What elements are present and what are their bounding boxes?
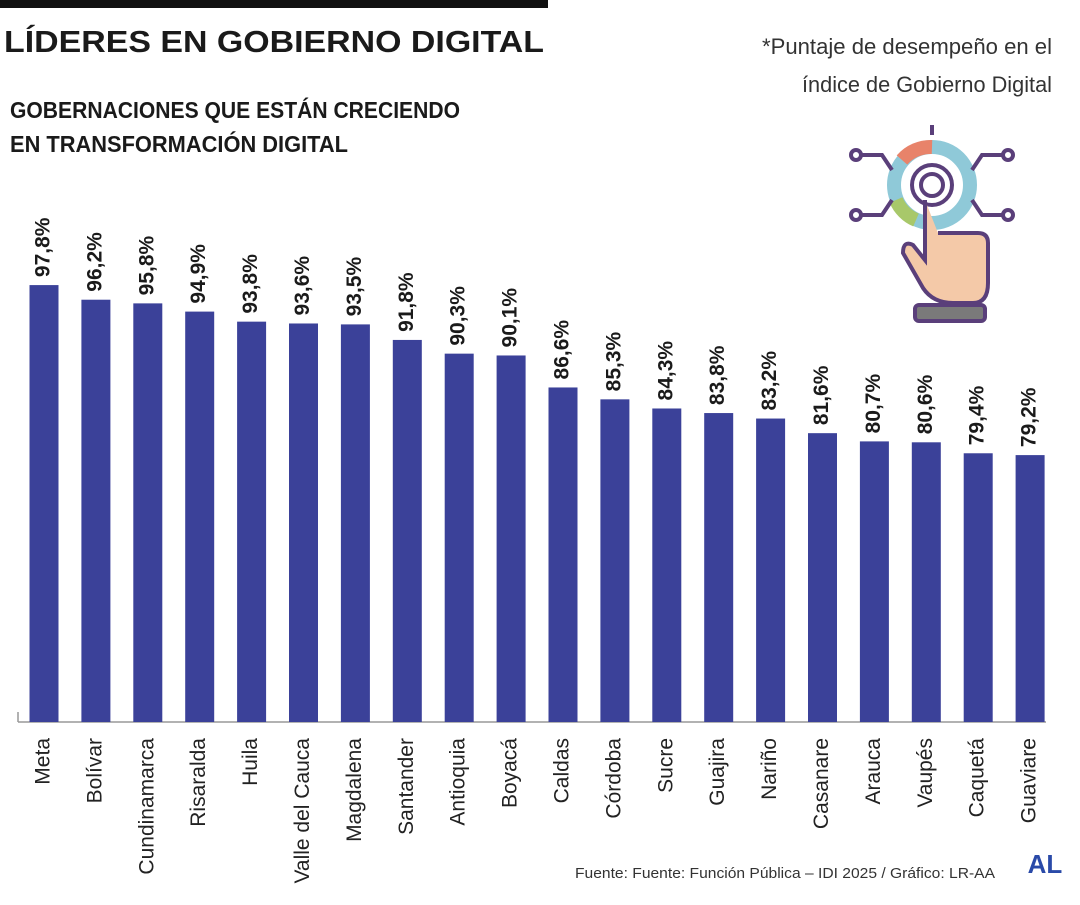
x-tick-label: Caquetá	[966, 738, 989, 818]
value-label: 80,6%	[914, 374, 937, 434]
value-label: 96,2%	[83, 232, 106, 292]
bar	[496, 355, 526, 722]
icon	[849, 125, 1015, 323]
x-tick-label: Valle del Cauca	[291, 738, 314, 884]
bar	[548, 387, 578, 722]
x-tick-label: Córdoba	[602, 738, 625, 819]
bar	[1015, 455, 1045, 722]
value-label: 93,6%	[291, 256, 314, 316]
top-rule	[0, 0, 548, 8]
value-label: 81,6%	[810, 365, 833, 425]
value-label: 84,3%	[654, 341, 677, 401]
note: índice de Gobierno Digital	[802, 72, 1052, 97]
value-label: 93,5%	[343, 257, 366, 317]
bar	[756, 418, 786, 722]
bar	[600, 399, 630, 722]
bar	[859, 441, 889, 722]
x-tick-label: Arauca	[862, 738, 885, 805]
bar	[185, 311, 215, 722]
value-label: 80,7%	[862, 374, 885, 434]
value-label: 79,2%	[1018, 387, 1041, 447]
x-tick-label: Bolívar	[83, 738, 106, 803]
value-label: 83,8%	[706, 345, 729, 405]
value-label: 91,8%	[395, 272, 418, 332]
bar	[704, 413, 734, 722]
value-label: 79,4%	[966, 385, 989, 445]
value-label: 90,3%	[447, 286, 470, 346]
x-tick-label: Magdalena	[343, 738, 366, 842]
bar	[444, 353, 474, 722]
subtitle: EN TRANSFORMACIÓN DIGITAL	[10, 130, 348, 157]
x-tick-label: Casanare	[810, 738, 833, 829]
bar	[237, 321, 267, 722]
subtitle: GOBERNACIONES QUE ESTÁN CRECIENDO	[10, 96, 460, 123]
note: *Puntaje de desempeño en el	[762, 34, 1052, 59]
x-tick-label: Sucre	[654, 738, 677, 793]
bar	[29, 285, 59, 722]
x-tick-label: Guajira	[706, 738, 729, 806]
value-label: 86,6%	[551, 320, 574, 380]
value-label: 93,8%	[239, 254, 262, 314]
chart-title: LÍDERES EN GOBIERNO DIGITAL	[4, 24, 544, 59]
bar	[808, 433, 837, 722]
value-label: 85,3%	[602, 331, 625, 391]
value-label: 97,8%	[32, 217, 55, 277]
bar	[911, 442, 941, 722]
bar	[340, 324, 370, 722]
logo: AL	[1028, 849, 1063, 879]
x-tick-label: Caldas	[551, 738, 574, 803]
bar	[133, 303, 163, 722]
x-tick-label: Meta	[32, 738, 55, 785]
value-label: 94,9%	[187, 244, 210, 304]
bar	[652, 408, 682, 722]
source: Fuente: Fuente: Función Pública – IDI 20…	[575, 865, 995, 882]
x-tick-label: Vaupés	[914, 738, 937, 808]
value-label: 90,1%	[499, 288, 522, 348]
x-tick-label: Santander	[395, 738, 418, 835]
x-tick-label: Boyacá	[499, 738, 522, 808]
x-tick-label: Cundinamarca	[135, 738, 158, 875]
bar	[392, 339, 422, 722]
x-tick-label: Nariño	[758, 738, 781, 800]
x-tick-label: Huila	[239, 738, 262, 786]
value-label: 95,8%	[135, 235, 158, 295]
x-tick-label: Guaviare	[1018, 738, 1041, 823]
bar	[289, 323, 318, 722]
x-tick-label: Antioquia	[447, 738, 470, 826]
bar	[81, 299, 111, 722]
x-tick-label: Risaralda	[187, 738, 210, 827]
value-label: 83,2%	[758, 351, 781, 411]
bar	[963, 453, 993, 722]
